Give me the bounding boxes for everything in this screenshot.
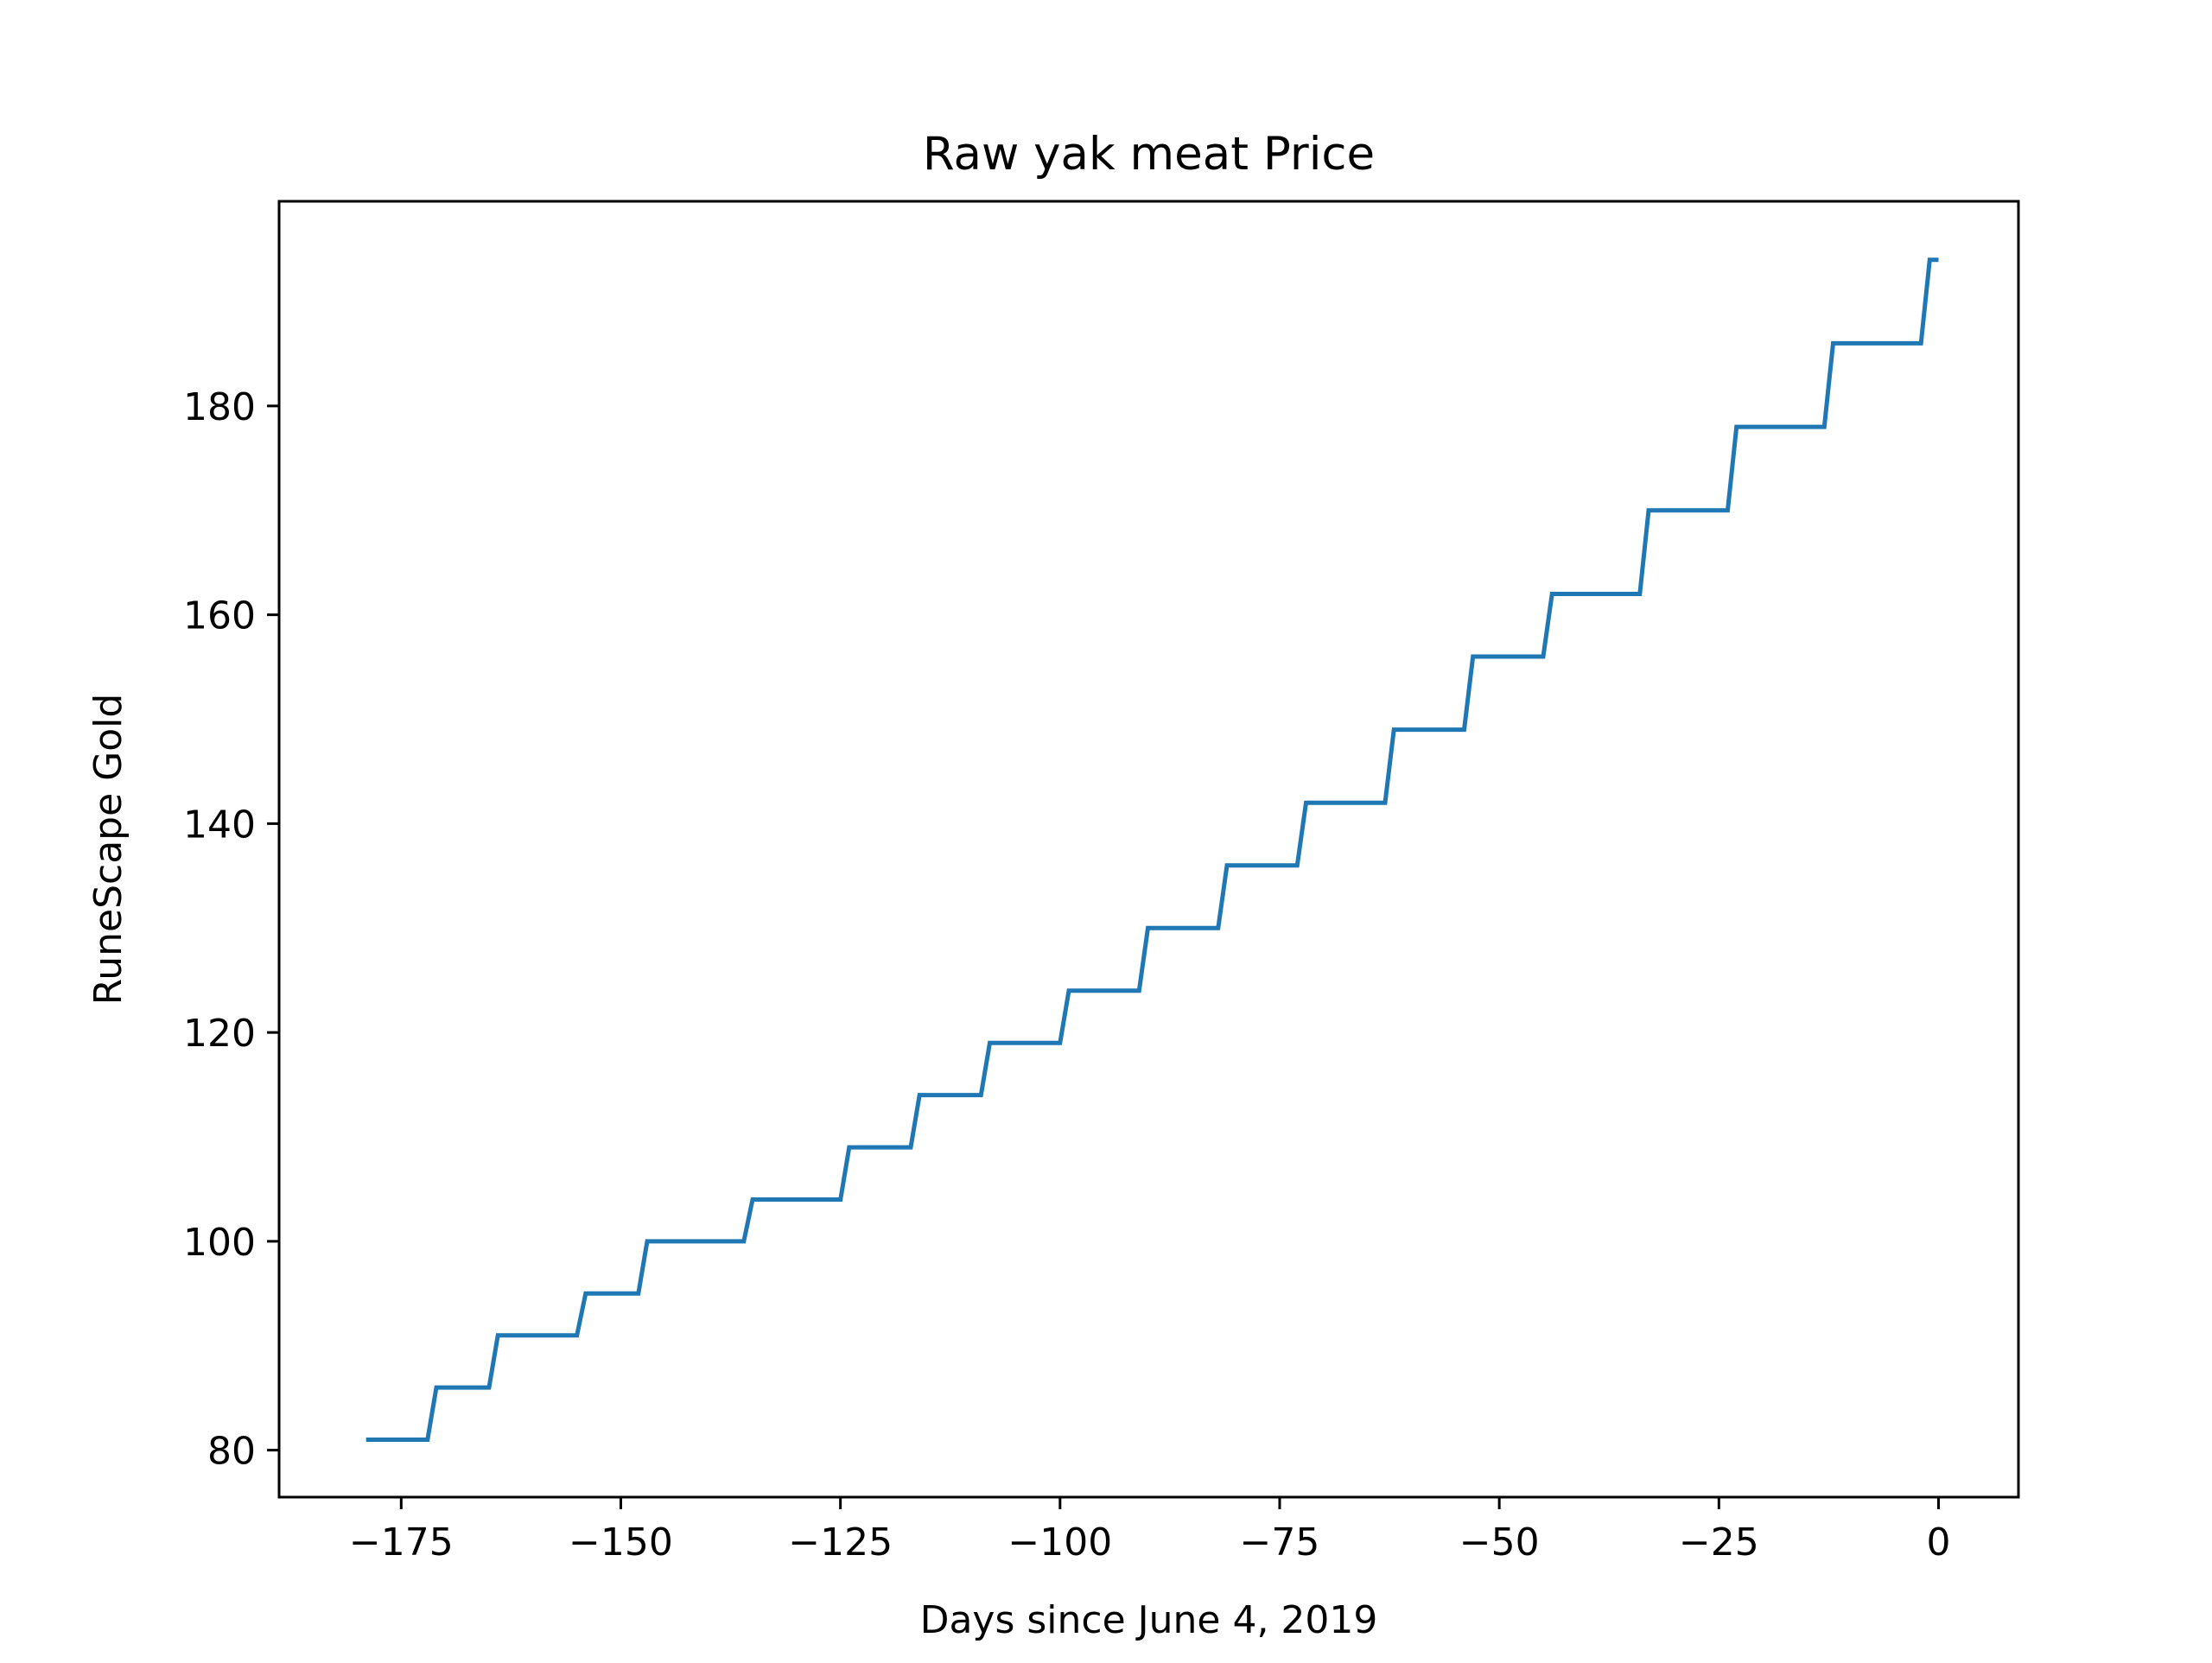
x-tick-label: 0: [1926, 1520, 1950, 1565]
y-tick-label: 120: [183, 1012, 256, 1056]
y-tick-label: 100: [183, 1221, 256, 1265]
x-tick-label: −150: [569, 1520, 673, 1565]
x-tick-label: −75: [1240, 1520, 1320, 1565]
y-tick-label: 180: [183, 385, 256, 429]
x-axis-label: Days since June 4, 2019: [920, 1598, 1378, 1642]
plot-area: [365, 257, 1939, 1442]
x-tick-label: −100: [1007, 1520, 1112, 1565]
x-axis: −175 −150 −125 −100 −75 −50 −25 0: [349, 1497, 1950, 1565]
x-tick-label: −125: [788, 1520, 893, 1565]
y-tick-label: 140: [183, 803, 256, 847]
series-line-0: [365, 257, 1939, 1442]
x-tick-label: −50: [1459, 1520, 1540, 1565]
x-tick-label: −25: [1679, 1520, 1759, 1565]
y-tick-label: 160: [183, 594, 256, 638]
x-tick-label: −175: [349, 1520, 454, 1565]
y-axis-label: RuneScape Gold: [86, 694, 130, 1006]
y-tick-label: 80: [207, 1430, 256, 1474]
axes-frame: [277, 200, 2020, 1499]
chart-title: Raw yak meat Price: [923, 128, 1375, 181]
y-axis: 80 100 120 140 160 180: [183, 385, 279, 1474]
